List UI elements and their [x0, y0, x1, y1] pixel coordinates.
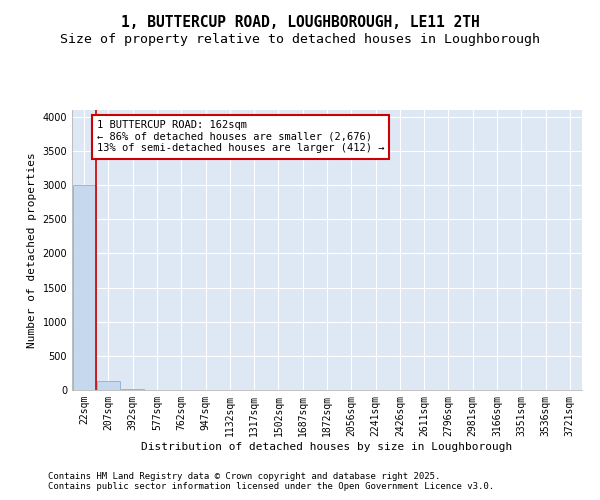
Text: 1, BUTTERCUP ROAD, LOUGHBOROUGH, LE11 2TH: 1, BUTTERCUP ROAD, LOUGHBOROUGH, LE11 2T… [121, 15, 479, 30]
Y-axis label: Number of detached properties: Number of detached properties [27, 152, 37, 348]
Bar [97, 382, 120, 390]
Bar [73, 185, 95, 390]
Text: 1 BUTTERCUP ROAD: 162sqm
← 86% of detached houses are smaller (2,676)
13% of sem: 1 BUTTERCUP ROAD: 162sqm ← 86% of detach… [97, 120, 384, 154]
Text: Contains HM Land Registry data © Crown copyright and database right 2025.: Contains HM Land Registry data © Crown c… [48, 472, 440, 481]
Text: Size of property relative to detached houses in Loughborough: Size of property relative to detached ho… [60, 32, 540, 46]
Text: Contains public sector information licensed under the Open Government Licence v3: Contains public sector information licen… [48, 482, 494, 491]
X-axis label: Distribution of detached houses by size in Loughborough: Distribution of detached houses by size … [142, 442, 512, 452]
